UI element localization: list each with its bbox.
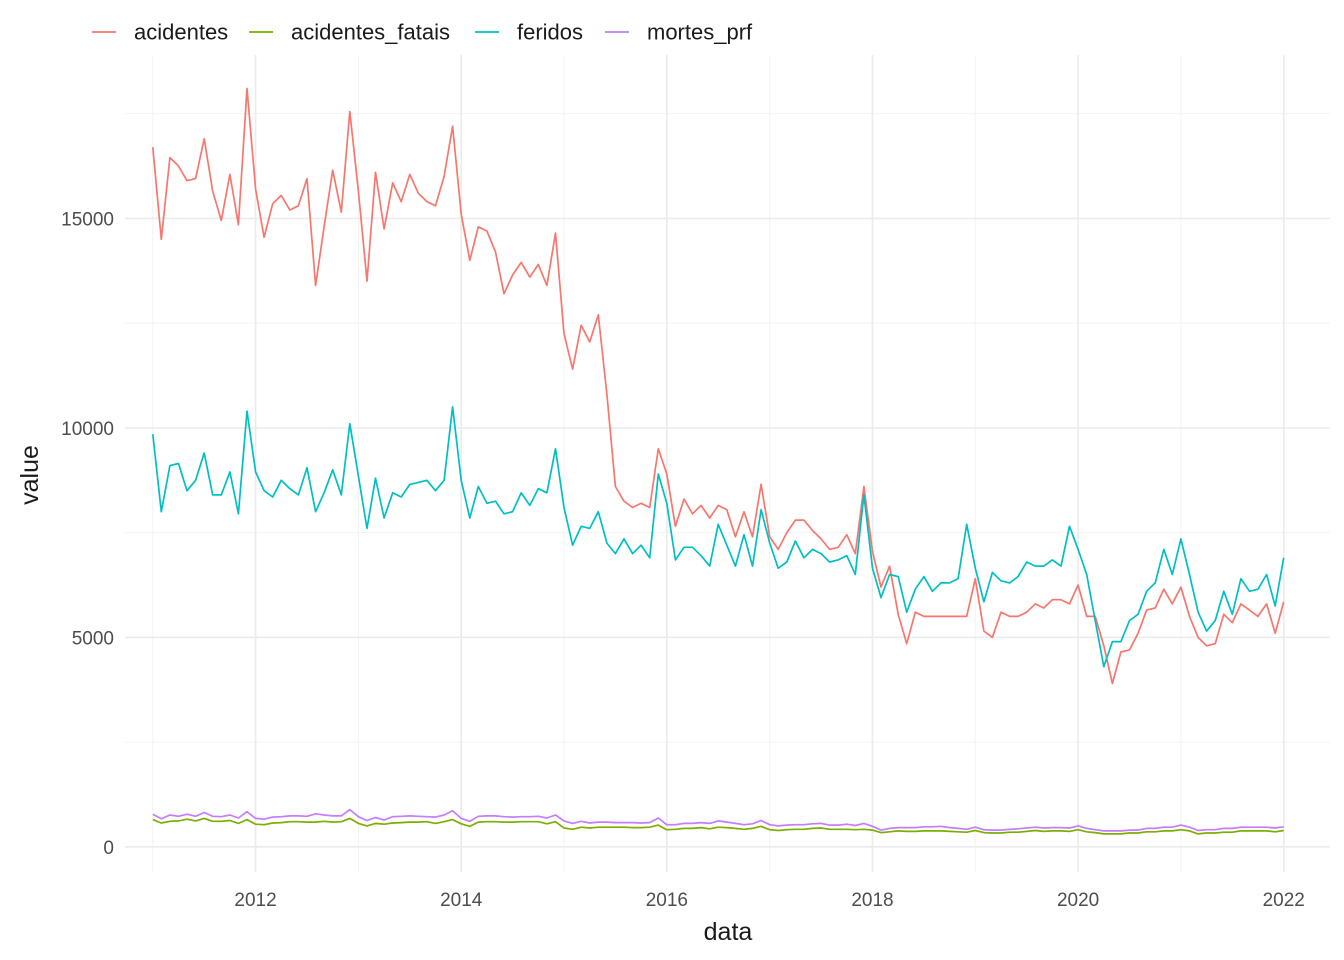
legend-label: mortes_prf (647, 20, 753, 45)
legend-label: feridos (517, 20, 583, 45)
series-line-mortes-prf (152, 808, 1284, 832)
y-tick-label: 15000 (61, 209, 114, 230)
x-tick-label: 2020 (1057, 890, 1099, 911)
series-line-acidentes (151, 87, 1285, 685)
x-axis-title: data (704, 918, 753, 946)
y-axis-title: value (16, 445, 44, 505)
series-line-feridos (151, 406, 1285, 668)
x-tick-label: 2018 (851, 890, 893, 911)
legend-item-feridos: feridos (475, 20, 583, 45)
series-lines (151, 87, 1285, 835)
legend-label: acidentes_fatais (291, 20, 450, 45)
legend-item-acidentes: acidentes (92, 20, 228, 45)
x-tick-label: 2022 (1263, 890, 1305, 911)
series-line-acidentes-fatais (152, 817, 1284, 835)
major-gridlines (125, 55, 1330, 872)
x-tick-label: 2014 (440, 890, 483, 911)
x-tick-label: 2012 (234, 890, 276, 911)
y-axis-tick-labels: 0 5000 10000 15000 (61, 209, 114, 858)
legend-item-acidentes-fatais: acidentes_fatais (249, 20, 450, 45)
x-tick-label: 2016 (646, 890, 688, 911)
legend-label: acidentes (134, 20, 228, 45)
y-tick-label: 10000 (61, 419, 114, 440)
legend-item-mortes-prf: mortes_prf (605, 20, 753, 45)
y-tick-label: 0 (103, 838, 114, 859)
minor-gridlines (125, 55, 1330, 872)
y-tick-label: 5000 (72, 628, 114, 649)
x-axis-tick-labels: 2012 2014 2016 2018 2020 2022 (234, 890, 1304, 911)
legend: acidentes acidentes_fatais feridos mortes_p… (92, 20, 753, 45)
